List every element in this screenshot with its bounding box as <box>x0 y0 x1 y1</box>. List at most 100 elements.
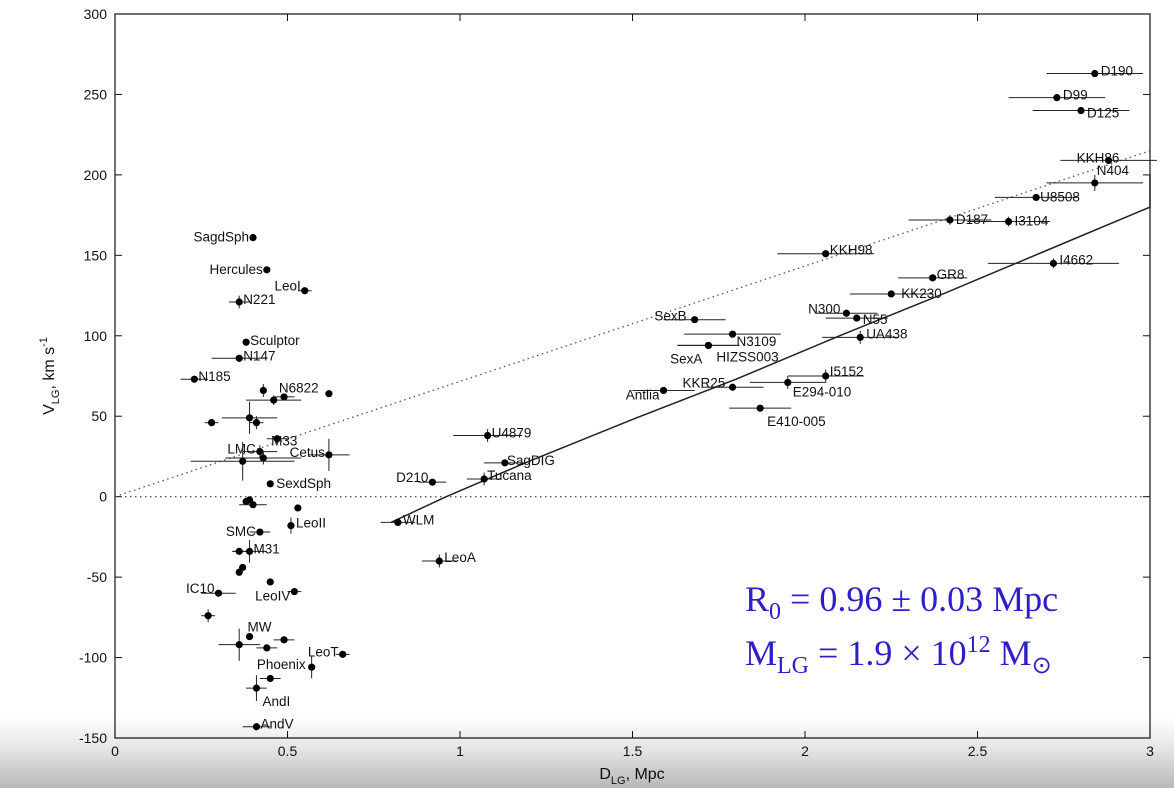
point-marker <box>339 650 347 658</box>
point-marker <box>256 528 264 536</box>
data-point: AndI <box>246 675 290 709</box>
data-point: N3109 <box>684 330 781 349</box>
data-point: U4879 <box>453 426 531 442</box>
data-point <box>273 636 295 644</box>
point-marker <box>1077 106 1085 115</box>
point-marker <box>287 522 295 530</box>
point-marker <box>239 457 247 465</box>
data-point: Antlia <box>626 386 695 402</box>
point-marker <box>1091 69 1099 78</box>
point-label: LeoIV <box>255 589 290 604</box>
data-point: MW <box>245 620 272 641</box>
data-point <box>256 644 278 652</box>
point-marker <box>259 454 267 462</box>
mlg-unit: M <box>990 633 1032 673</box>
point-marker <box>1053 94 1061 102</box>
data-point: AndV <box>242 717 293 732</box>
mlg-value: = 1.9 × 10 <box>809 633 967 673</box>
x-tick-label: 0.5 <box>278 743 298 759</box>
point-marker <box>235 354 243 362</box>
point-marker <box>208 419 216 427</box>
data-point: SagdSph <box>193 230 257 245</box>
point-label: D210 <box>396 470 428 485</box>
data-point: LeoA <box>422 550 476 568</box>
point-label: N3109 <box>737 334 777 349</box>
data-point: UA438 <box>822 326 907 344</box>
point-marker <box>256 448 264 456</box>
point-label: N6822 <box>279 381 319 396</box>
point-label: M33 <box>271 434 297 449</box>
point-marker <box>728 330 737 338</box>
point-marker <box>245 414 254 422</box>
data-point: KK230 <box>849 286 942 301</box>
point-marker <box>263 266 271 274</box>
data-point <box>273 393 295 401</box>
point-label: D187 <box>956 212 988 227</box>
point-marker <box>784 378 792 387</box>
point-label: WLM <box>403 512 435 527</box>
mlg-annotation: MLG = 1.9 × 1012 M⊙ <box>745 632 1052 680</box>
point-label: HIZSS003 <box>716 349 778 364</box>
data-point: I5152 <box>787 364 864 383</box>
point-marker <box>245 633 254 641</box>
point-label: LMC <box>227 442 256 457</box>
point-label: U8508 <box>1040 189 1080 204</box>
data-point: LMC <box>227 442 278 459</box>
data-point: SexA <box>670 341 740 366</box>
point-marker <box>1105 156 1113 165</box>
point-marker <box>1049 259 1057 267</box>
data-point: SMC <box>226 524 271 539</box>
data-point: SagDIG <box>484 453 555 468</box>
data-point: N6822 <box>279 381 333 398</box>
data-point <box>294 504 302 512</box>
point-label: SexdSph <box>276 476 331 491</box>
point-marker <box>252 684 261 692</box>
data-point: LeoII <box>287 516 326 534</box>
point-label: LeoII <box>296 516 326 531</box>
data-point: LeoT <box>308 644 350 659</box>
point-label: I3104 <box>1015 214 1049 229</box>
point-label: N185 <box>198 369 230 384</box>
point-label: Antlia <box>626 387 660 402</box>
point-marker <box>856 333 864 341</box>
point-marker <box>929 274 937 282</box>
point-marker <box>842 309 851 317</box>
data-point: KKR25 <box>683 375 764 391</box>
mlg-exponent: 12 <box>966 632 991 658</box>
point-label: N147 <box>243 348 275 363</box>
point-label: N55 <box>863 312 888 327</box>
point-label: D99 <box>1063 88 1088 103</box>
point-marker <box>887 290 895 298</box>
y-tick-label: 150 <box>84 247 108 263</box>
data-point: N221 <box>228 292 275 309</box>
point-marker <box>480 475 488 483</box>
data-point: Phoenix <box>257 655 316 679</box>
point-marker <box>435 557 443 565</box>
r0-symbol: R <box>745 579 770 619</box>
point-marker <box>428 478 436 486</box>
data-point: D187 <box>908 212 992 227</box>
data-point <box>221 401 278 434</box>
data-point <box>201 609 216 623</box>
y-tick-label: 100 <box>84 328 108 344</box>
y-axis-label: VLG, km s-1 <box>38 337 62 415</box>
point-marker <box>273 435 281 443</box>
point-label: AndI <box>262 694 290 709</box>
y-tick-label: 0 <box>99 489 107 505</box>
point-marker <box>235 298 243 306</box>
point-label: D190 <box>1101 64 1133 79</box>
data-point <box>235 568 243 576</box>
r0-annotation: R0 = 0.96 ± 0.03 Mpc <box>745 578 1058 626</box>
data-point: IC10 <box>186 581 236 597</box>
data-point: LeoI <box>274 279 312 295</box>
data-point: I3104 <box>967 214 1050 229</box>
point-marker <box>245 547 254 555</box>
point-label: Hercules <box>210 262 264 277</box>
point-label: LeoA <box>444 550 476 565</box>
point-label: U4879 <box>492 426 532 441</box>
data-point <box>239 501 267 509</box>
point-marker <box>394 518 402 527</box>
point-label: N404 <box>1097 163 1130 178</box>
